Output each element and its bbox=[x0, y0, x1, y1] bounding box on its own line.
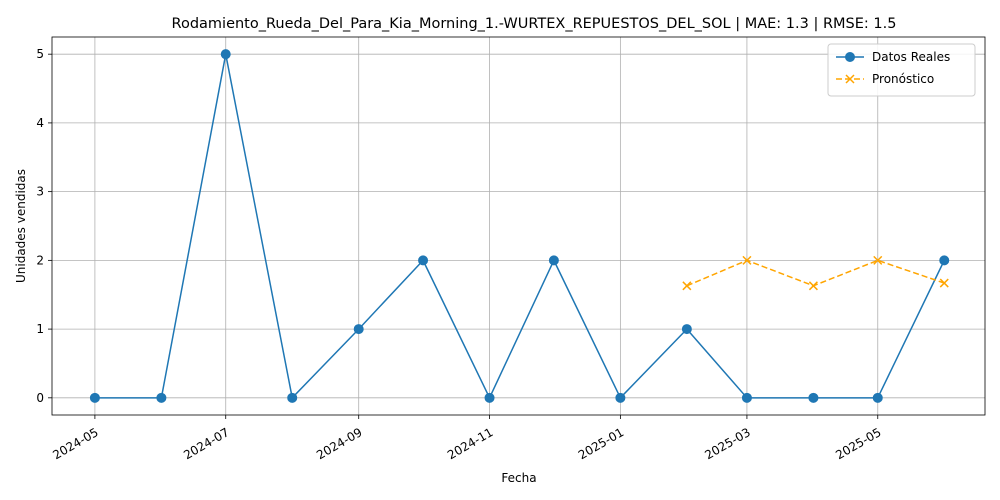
x-tick-label: 2024-09 bbox=[314, 425, 364, 462]
x-tick-label: 2025-05 bbox=[833, 425, 883, 462]
x-tick-label: 2024-07 bbox=[181, 425, 231, 462]
series-line bbox=[686, 259, 945, 287]
x-axis-label: Fecha bbox=[501, 471, 536, 485]
y-tick-label: 5 bbox=[36, 47, 44, 61]
legend-label: Datos Reales bbox=[872, 50, 950, 64]
legend-marker bbox=[845, 52, 855, 62]
x-tick-label: 2025-01 bbox=[576, 425, 626, 462]
data-point bbox=[873, 255, 883, 265]
data-point bbox=[353, 324, 364, 335]
data-point bbox=[872, 392, 883, 403]
data-point bbox=[682, 281, 692, 291]
data-point bbox=[418, 255, 429, 266]
x-tick-label: 2024-05 bbox=[50, 425, 100, 462]
data-point bbox=[741, 392, 752, 403]
plot-frame bbox=[51, 36, 986, 416]
series-2 bbox=[682, 255, 949, 291]
y-tick-label: 1 bbox=[36, 322, 44, 336]
data-point bbox=[681, 324, 692, 335]
data-point bbox=[939, 278, 949, 288]
legend-label: Pronóstico bbox=[872, 72, 934, 86]
data-point bbox=[939, 255, 950, 266]
legend-item: Datos Reales bbox=[836, 50, 950, 64]
data-point bbox=[808, 392, 819, 403]
y-tick-label: 2 bbox=[36, 253, 44, 267]
data-point bbox=[220, 49, 231, 60]
chart-title: Rodamiento_Rueda_Del_Para_Kia_Morning_1.… bbox=[172, 16, 897, 32]
x-tick-label: 2024-11 bbox=[445, 425, 495, 462]
series-1 bbox=[89, 49, 950, 403]
legend-box bbox=[827, 43, 976, 97]
legend: Datos Reales Pronóstico bbox=[827, 43, 976, 97]
data-point bbox=[89, 392, 100, 403]
legend-marker bbox=[845, 74, 855, 84]
legend-item: Pronóstico bbox=[836, 72, 934, 86]
y-tick-label: 0 bbox=[36, 391, 44, 405]
y-tick-label: 3 bbox=[36, 185, 44, 199]
data-point bbox=[808, 281, 818, 291]
y-axis-label: Unidades vendidas bbox=[14, 169, 28, 283]
data-point bbox=[615, 392, 626, 403]
data-point bbox=[287, 392, 298, 403]
data-point bbox=[156, 392, 167, 403]
data-point bbox=[548, 255, 559, 266]
series-layer bbox=[89, 49, 950, 403]
series-line bbox=[94, 53, 945, 399]
data-point bbox=[742, 255, 752, 265]
y-tick-label: 4 bbox=[36, 116, 44, 130]
x-tick-label: 2025-03 bbox=[702, 425, 752, 462]
data-point bbox=[484, 392, 495, 403]
